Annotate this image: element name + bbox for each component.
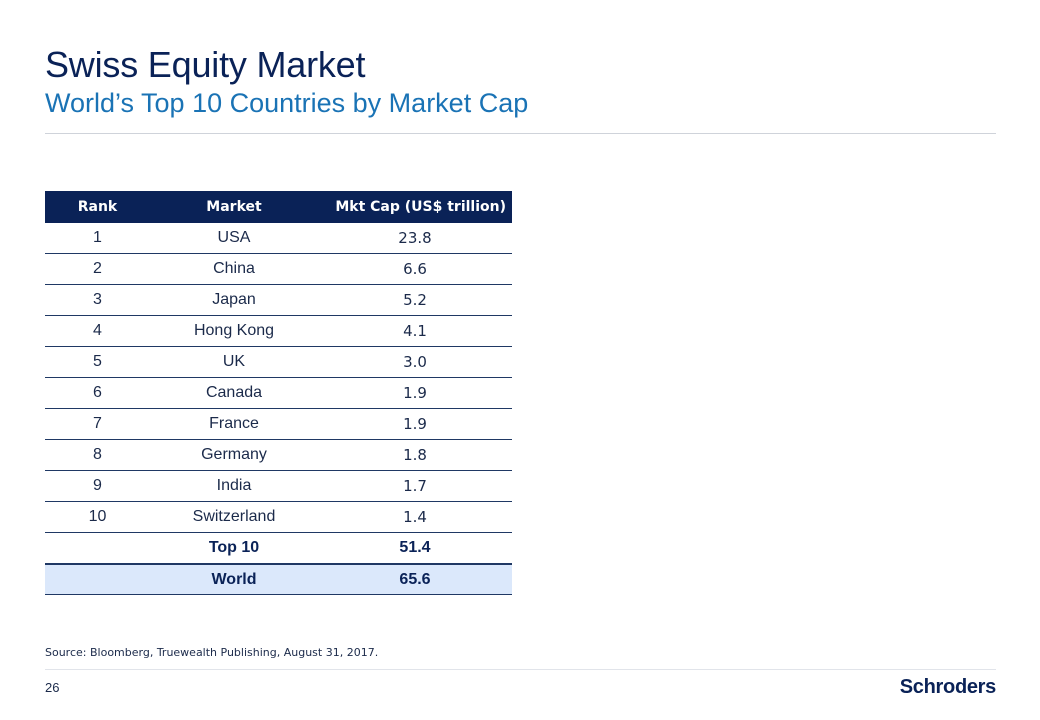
total-label-cell: Top 10 [208,539,260,556]
rank-cell: 10 [88,508,107,525]
page-number: 26 [45,680,60,695]
table-row: 6 Canada 1.9 [45,378,512,409]
column-header-rank: Rank [77,199,118,215]
table-row: 3 Japan 5.2 [45,285,512,316]
rank-cell: 9 [93,477,102,494]
market-cell: France [209,415,259,432]
page-title: Swiss Equity Market [45,44,366,85]
mkt-cap-cell: 1.7 [403,477,427,495]
market-cell: Switzerland [192,508,276,525]
table-total-row: Top 10 51.4 [45,533,512,564]
rank-cell: 2 [93,260,102,277]
rank-cell: 6 [93,384,102,401]
table-row: 9 India 1.7 [45,471,512,502]
world-mkt-cap-cell: 65.6 [399,570,431,588]
mkt-cap-cell: 1.9 [403,415,427,433]
rank-cell: 8 [93,446,102,463]
column-header-mkt-cap: Mkt Cap (US$ trillion) [335,199,506,215]
mkt-cap-cell: 1.9 [403,384,427,402]
mkt-cap-cell: 6.6 [403,260,427,278]
table-row: 5 UK 3.0 [45,347,512,378]
header-divider [45,133,996,134]
table-row: 7 France 1.9 [45,409,512,440]
rank-cell: 4 [93,322,102,339]
table-row: 4 Hong Kong 4.1 [45,316,512,347]
page-subtitle: World’s Top 10 Countries by Market Cap [45,88,529,118]
mkt-cap-cell: 1.4 [403,508,427,526]
market-cell: Hong Kong [193,322,275,339]
total-mkt-cap-cell: 51.4 [399,539,431,556]
rank-cell: 7 [93,415,102,432]
mkt-cap-cell: 23.8 [398,229,432,247]
market-cell: Germany [201,446,267,463]
column-header-market: Market [206,199,262,215]
footer-divider [45,669,996,670]
table-row: 8 Germany 1.8 [45,440,512,471]
table-row: 1 USA 23.8 [45,223,512,254]
table-row: 10 Switzerland 1.4 [45,502,512,533]
schroders-logo: Schroders [899,676,997,698]
rank-cell: 1 [93,229,102,246]
market-cell: USA [217,229,251,246]
rank-cell: 5 [93,353,102,370]
source-note: Source: Bloomberg, Truewealth Publishing… [45,646,379,659]
market-cap-table: Rank Market Mkt Cap (US$ trillion) 1 USA… [45,191,512,595]
mkt-cap-cell: 5.2 [403,291,427,309]
table-world-row: World 65.6 [45,564,512,595]
mkt-cap-cell: 3.0 [403,353,427,371]
rank-cell: 3 [93,291,102,308]
table-row: 2 China 6.6 [45,254,512,285]
market-cell: China [213,260,255,277]
mkt-cap-cell: 4.1 [403,322,427,340]
mkt-cap-cell: 1.8 [403,446,427,464]
market-cell: Canada [205,384,263,401]
market-cell: Japan [212,291,256,308]
table-header-row: Rank Market Mkt Cap (US$ trillion) [45,191,512,223]
market-cell: UK [222,353,246,370]
market-cell: India [216,477,252,494]
world-label-cell: World [211,570,257,588]
